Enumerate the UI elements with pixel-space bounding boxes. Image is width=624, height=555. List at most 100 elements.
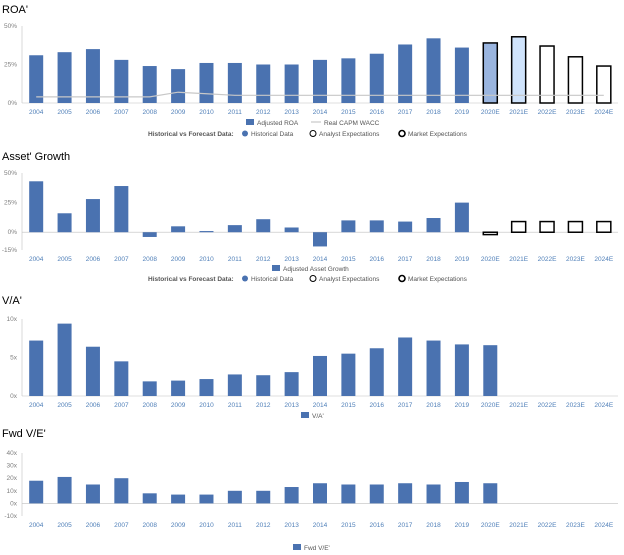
- bar-2012: [256, 64, 271, 103]
- bar-2007: [114, 186, 129, 233]
- x-tick-label: 2007: [114, 522, 129, 529]
- x-tick-label: 2015: [341, 256, 356, 263]
- x-tick-label: 2016: [370, 109, 385, 116]
- bar-2012: [256, 375, 271, 396]
- bar-2006: [85, 49, 100, 103]
- bar-2006: [85, 346, 100, 396]
- legend-label: Real CAPM WACC: [324, 120, 380, 127]
- hollow-circle-icon: [309, 130, 317, 137]
- bar-2016: [369, 484, 384, 504]
- x-tick-label: 2024E: [594, 402, 613, 409]
- x-tick-label: 2022E: [538, 522, 557, 529]
- chart-title: Asset' Growth: [2, 151, 70, 163]
- forecast-legend-item: Analyst Expectations: [319, 276, 380, 283]
- x-tick-label: 2011: [228, 256, 242, 263]
- x-tick-label: 2013: [284, 402, 299, 409]
- bar-2010: [199, 379, 214, 396]
- x-tick-label: 2008: [142, 402, 157, 409]
- bar-2015: [341, 220, 356, 233]
- x-tick-label: 2009: [171, 522, 186, 529]
- x-tick-label: 2020E: [481, 256, 500, 263]
- bar-2005: [57, 213, 72, 233]
- bar-2020E: [483, 483, 498, 504]
- x-tick-label: 2004: [29, 109, 44, 116]
- bar-2010: [199, 231, 214, 233]
- bar-2019: [454, 481, 469, 504]
- x-tick-label: 2011: [228, 109, 242, 116]
- bar-2009: [171, 226, 186, 233]
- legend-swatch-bar: [272, 265, 280, 271]
- x-tick-label: 2009: [171, 256, 186, 263]
- y-tick-label: 0%: [8, 100, 18, 107]
- bar-2009: [171, 494, 186, 504]
- bar-2015: [341, 58, 356, 103]
- filled-circle-icon: [242, 130, 248, 137]
- x-tick-label: 2010: [199, 256, 214, 263]
- y-tick-label: 0x: [10, 393, 18, 400]
- x-tick-label: 2024E: [594, 109, 613, 116]
- x-tick-label: 2004: [29, 402, 44, 409]
- bar-2020E: [482, 231, 499, 236]
- y-tick-label: 25%: [4, 200, 17, 207]
- bar-2013: [284, 487, 299, 504]
- x-tick-label: 2012: [256, 522, 271, 529]
- chart-panel-1: Asset' Growth -15% 0% 25% 50% 2004 2005 2006 200…: [2, 151, 618, 283]
- x-tick-label: 2006: [86, 109, 101, 116]
- y-tick-label: 0x: [10, 500, 18, 507]
- x-tick-label: 2010: [199, 522, 214, 529]
- y-tick-label: 50%: [4, 23, 17, 30]
- x-tick-label: 2019: [455, 402, 470, 409]
- x-tick-label: 2018: [426, 402, 441, 409]
- x-tick-label: 2018: [426, 522, 441, 529]
- x-tick-label: 2013: [284, 522, 299, 529]
- bar-2017: [398, 44, 413, 103]
- x-tick-label: 2019: [455, 109, 470, 116]
- x-tick-label: 2021E: [509, 256, 528, 263]
- x-tick-label: 2021E: [509, 402, 528, 409]
- bar-2014: [313, 483, 327, 504]
- x-tick-label: 2014: [313, 256, 328, 263]
- x-tick-label: 2006: [86, 522, 101, 529]
- x-tick-label: 2019: [455, 256, 470, 263]
- x-tick-label: 2004: [29, 256, 44, 263]
- x-tick-label: 2005: [57, 402, 72, 409]
- x-tick-label: 2020E: [481, 522, 500, 529]
- bar-2012: [256, 490, 271, 504]
- bar-2017: [398, 221, 413, 233]
- x-tick-label: 2004: [29, 522, 44, 529]
- bar-2011: [227, 225, 242, 233]
- legend-swatch-bar: [301, 412, 309, 418]
- legend-label: Adjusted Asset Growth: [283, 266, 349, 273]
- hollow-circle-bold-icon: [398, 274, 406, 283]
- forecast-legend-item: Market Expectations: [408, 131, 468, 138]
- bar-2010: [199, 494, 214, 504]
- bar-2023E: [567, 56, 584, 104]
- bar-2015: [341, 353, 356, 396]
- bar-2006: [85, 484, 100, 504]
- x-tick-label: 2023E: [566, 256, 585, 263]
- x-tick-label: 2022E: [538, 256, 557, 263]
- legend-swatch-bar: [293, 544, 301, 550]
- x-tick-label: 2008: [142, 256, 157, 263]
- bar-2018: [426, 38, 441, 103]
- x-tick-label: 2007: [114, 256, 129, 263]
- bar-2018: [426, 484, 441, 504]
- bar-2005: [57, 52, 72, 103]
- y-tick-label: -15%: [2, 247, 17, 254]
- forecast-legend-item: Historical Data: [251, 276, 294, 283]
- y-tick-label: 5x: [10, 355, 18, 362]
- x-tick-label: 2021E: [509, 109, 528, 116]
- bar-2022E: [539, 45, 555, 104]
- x-tick-label: 2020E: [481, 109, 500, 116]
- chart-title: V/A': [2, 295, 22, 307]
- x-tick-label: 2005: [57, 109, 72, 116]
- bar-2021E: [510, 220, 527, 233]
- bar-2022E: [539, 220, 555, 233]
- x-tick-label: 2019: [455, 522, 470, 529]
- x-tick-label: 2007: [114, 109, 129, 116]
- x-tick-label: 2013: [284, 256, 299, 263]
- bar-2016: [369, 348, 384, 396]
- bar-2007: [114, 478, 129, 504]
- legend-label: Fwd V/E': [304, 545, 330, 552]
- chart-panel-3: Fwd V/E' -10x 0x 10x 20x 30x 40x 2004 2005 2006 20…: [2, 428, 618, 552]
